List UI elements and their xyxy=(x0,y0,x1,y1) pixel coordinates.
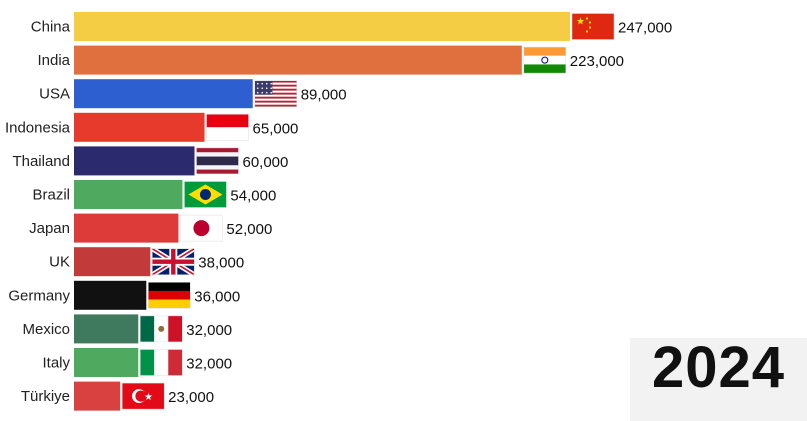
bar xyxy=(74,112,205,142)
italy-flag-icon xyxy=(140,349,183,376)
year-label: 2024 xyxy=(651,335,786,400)
value-label: 223,000 xyxy=(570,53,624,70)
value-label: 65,000 xyxy=(253,120,299,137)
china-flag-icon: ★ xyxy=(571,13,615,40)
category-label: India xyxy=(37,52,70,69)
bar xyxy=(74,247,151,277)
category-label: Thailand xyxy=(12,153,70,170)
category-label: USA xyxy=(39,86,70,103)
indonesia-flag-icon xyxy=(206,114,249,141)
category-label: China xyxy=(31,19,71,36)
germany-flag-icon xyxy=(148,282,191,309)
category-label: Italy xyxy=(42,355,70,372)
bar xyxy=(74,79,253,109)
bar xyxy=(74,180,183,209)
category-label: Japan xyxy=(29,220,70,237)
value-label: 247,000 xyxy=(618,20,672,37)
usa-flag-icon xyxy=(254,80,297,107)
bar xyxy=(74,146,195,176)
india-flag-icon xyxy=(523,46,567,74)
category-label: Brazil xyxy=(32,187,70,204)
value-label: 38,000 xyxy=(198,255,244,272)
category-label: Indonesia xyxy=(5,119,71,136)
value-label: 54,000 xyxy=(230,188,276,205)
uk-flag-icon xyxy=(150,246,196,277)
category-label: Türkiye xyxy=(21,388,70,405)
svg-text:★: ★ xyxy=(144,392,153,403)
category-label: UK xyxy=(49,254,70,271)
category-label: Mexico xyxy=(22,321,70,338)
japan-flag-icon xyxy=(180,214,223,242)
category-label: Germany xyxy=(8,287,70,304)
bar xyxy=(74,280,147,310)
value-label: 32,000 xyxy=(186,356,232,373)
thailand-flag-icon xyxy=(196,147,239,175)
value-label: 89,000 xyxy=(301,87,347,104)
bar xyxy=(74,213,179,243)
brazil-flag-icon xyxy=(184,181,227,208)
mexico-flag-icon xyxy=(140,315,183,343)
bar xyxy=(74,45,522,75)
value-label: 36,000 xyxy=(194,288,240,305)
svg-text:★: ★ xyxy=(576,17,585,28)
bar xyxy=(74,348,139,377)
value-label: 52,000 xyxy=(226,221,272,238)
bar xyxy=(74,314,139,344)
bar xyxy=(74,381,121,411)
bar xyxy=(74,12,570,41)
year-background xyxy=(630,338,807,421)
turkiye-flag-icon: ★ xyxy=(121,382,165,410)
value-label: 60,000 xyxy=(242,154,288,171)
value-label: 32,000 xyxy=(186,322,232,339)
value-label: 23,000 xyxy=(168,389,214,406)
